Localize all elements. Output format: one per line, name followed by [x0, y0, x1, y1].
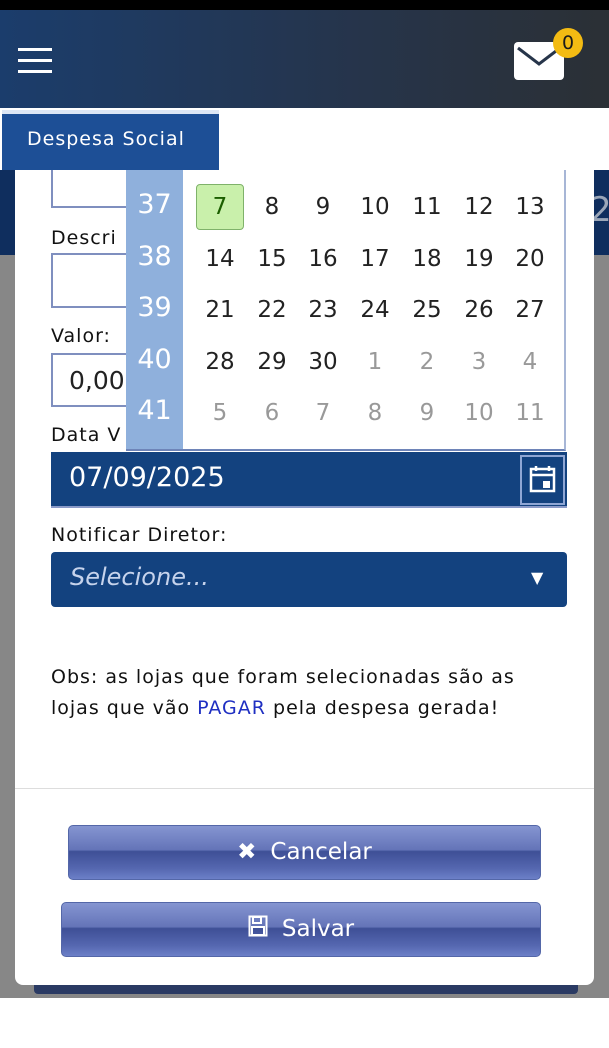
tab-despesa-social[interactable]: Despesa Social — [2, 110, 219, 170]
floppy-disk-icon — [248, 904, 268, 956]
calendar-day[interactable]: 1 — [367, 349, 383, 375]
cancel-button[interactable]: ✖ Cancelar — [68, 825, 541, 880]
cancel-label: Cancelar — [270, 839, 372, 865]
calendar-day[interactable]: 7 — [315, 400, 331, 426]
week-number: 40 — [137, 344, 172, 375]
calendar-day[interactable]: 9 — [419, 400, 435, 426]
calendar-day[interactable]: 22 — [257, 297, 287, 323]
valor-label: Valor: — [51, 325, 111, 347]
calendar-day[interactable]: 3 — [471, 349, 487, 375]
week-number: 39 — [137, 292, 172, 323]
obs-text: Obs: as lojas que foram selecionadas são… — [51, 662, 561, 724]
obs-text-start: Obs: as lojas que foram selecionadas são… — [51, 666, 515, 719]
calendar-day[interactable]: 17 — [360, 246, 390, 272]
calendar-icon[interactable] — [520, 455, 565, 505]
calendar-day[interactable]: 16 — [308, 246, 338, 272]
calendar-day[interactable]: 25 — [412, 297, 442, 323]
notification-badge: 0 — [553, 28, 583, 58]
descricao-label: Descri — [51, 227, 117, 249]
data-vencimento-label: Data V — [51, 424, 122, 446]
status-bar — [0, 0, 609, 10]
calendar-day[interactable]: 6 — [264, 400, 280, 426]
calendar-day[interactable]: 26 — [464, 297, 494, 323]
calendar-day[interactable]: 18 — [412, 246, 442, 272]
calendar-day[interactable]: 8 — [367, 400, 383, 426]
week-number: 37 — [137, 189, 172, 220]
hamburger-menu-icon[interactable] — [18, 48, 54, 76]
calendar-day[interactable]: 21 — [205, 297, 235, 323]
divider — [15, 788, 594, 789]
calendar-day[interactable]: 8 — [264, 194, 280, 220]
calendar-day[interactable]: 2 — [419, 349, 435, 375]
save-label: Salvar — [281, 916, 355, 942]
datepicker-popup: 37 38 39 40 41 7 8 9 10 11 12 13 14 15 16 17 18 19 20 21 22… — [126, 170, 566, 451]
chevron-down-icon: ▼ — [531, 568, 544, 587]
calendar-day[interactable]: 11 — [412, 194, 442, 220]
calendar-day[interactable]: 19 — [464, 246, 494, 272]
calendar-day-selected[interactable]: 7 — [196, 184, 244, 230]
calendar-day[interactable]: 12 — [464, 194, 494, 220]
calendar-day[interactable]: 11 — [515, 400, 545, 426]
obs-highlight: PAGAR — [197, 697, 266, 719]
modal-shadow — [34, 985, 578, 994]
app-header — [0, 10, 609, 108]
calendar-day[interactable]: 24 — [360, 297, 390, 323]
date-input[interactable]: 07/09/2025 — [51, 452, 567, 508]
calendar-day[interactable]: 20 — [515, 246, 545, 272]
save-button[interactable]: Salvar — [61, 902, 541, 957]
calendar-day[interactable]: 27 — [515, 297, 545, 323]
week-number-column: 37 38 39 40 41 — [126, 170, 183, 449]
background-text: 2 — [590, 190, 609, 230]
calendar-day[interactable]: 30 — [308, 349, 338, 375]
calendar-day[interactable]: 10 — [360, 194, 390, 220]
calendar-day[interactable]: 14 — [205, 246, 235, 272]
calendar-day[interactable]: 10 — [464, 400, 494, 426]
calendar-day[interactable]: 4 — [522, 349, 538, 375]
notificar-diretor-select[interactable]: Selecione... — [51, 552, 567, 607]
calendar-day[interactable]: 13 — [515, 194, 545, 220]
week-number: 41 — [137, 395, 172, 426]
calendar-day[interactable]: 23 — [308, 297, 338, 323]
close-icon: ✖ — [237, 839, 257, 865]
obs-text-end: pela despesa gerada! — [265, 697, 500, 719]
week-number: 38 — [137, 241, 172, 272]
calendar-day[interactable]: 9 — [315, 194, 331, 220]
calendar-day[interactable]: 15 — [257, 246, 287, 272]
calendar-day[interactable]: 5 — [212, 400, 228, 426]
calendar-day[interactable]: 28 — [205, 349, 235, 375]
notificar-label: Notificar Diretor: — [51, 524, 228, 546]
calendar-day[interactable]: 29 — [257, 349, 287, 375]
